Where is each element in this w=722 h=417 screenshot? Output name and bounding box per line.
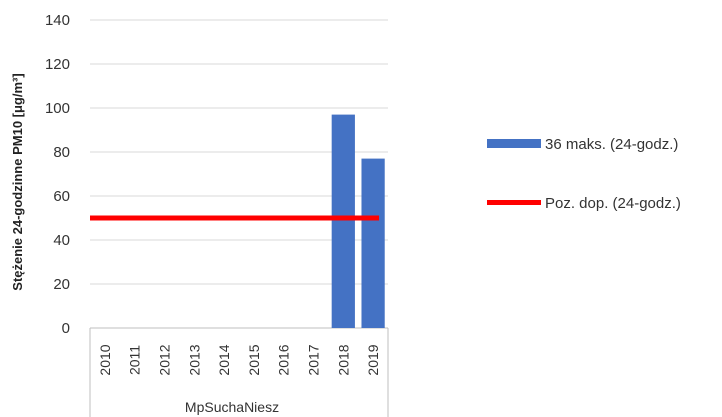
x-tick-label: 2011 xyxy=(127,345,143,375)
y-tick-label: 140 xyxy=(45,12,70,29)
y-tick-label: 100 xyxy=(45,100,70,117)
legend-swatch-bars xyxy=(487,139,541,148)
legend-label-bars: 36 maks. (24-godz.) xyxy=(545,136,678,153)
category-axis: 2010 2011 2012 2013 2014 2015 2016 2017 2018 2019 xyxy=(89,328,389,417)
y-tick-label: 120 xyxy=(45,56,70,73)
y-axis-ticks: 0 20 40 60 80 100 120 140 xyxy=(45,12,70,337)
y-tick-label: 20 xyxy=(53,276,70,293)
x-tick-label: 2015 xyxy=(246,344,262,375)
legend: 36 maks. (24-godz.) Poz. dop. (24-godz.) xyxy=(487,136,681,212)
x-tick-label: 2012 xyxy=(157,344,173,375)
bar-series xyxy=(331,114,385,328)
x-tick-label: 2016 xyxy=(276,344,292,375)
x-tick-label: 2010 xyxy=(97,344,113,375)
bar-2019 xyxy=(361,158,385,328)
x-tick-label: 2019 xyxy=(365,344,381,375)
y-tick-label: 60 xyxy=(53,188,70,205)
gridlines xyxy=(90,19,388,329)
station-label: MpSuchaNiesz xyxy=(185,399,279,415)
y-axis-label: Stężenie 24-godzinne PM10 [μg/m³] xyxy=(10,73,25,290)
x-tick-label: 2017 xyxy=(306,344,322,375)
legend-item-bars: 36 maks. (24-godz.) xyxy=(487,136,678,153)
x-tick-label: 2013 xyxy=(186,344,202,375)
y-tick-label: 0 xyxy=(62,320,70,337)
y-tick-label: 40 xyxy=(53,232,70,249)
y-tick-label: 80 xyxy=(53,144,70,161)
legend-item-limit: Poz. dop. (24-godz.) xyxy=(487,195,681,212)
bar-2018 xyxy=(331,114,355,328)
x-tick-label: 2014 xyxy=(216,344,232,375)
legend-swatch-limit xyxy=(487,200,541,205)
legend-label-limit: Poz. dop. (24-godz.) xyxy=(545,195,681,212)
x-tick-label: 2018 xyxy=(335,344,351,375)
